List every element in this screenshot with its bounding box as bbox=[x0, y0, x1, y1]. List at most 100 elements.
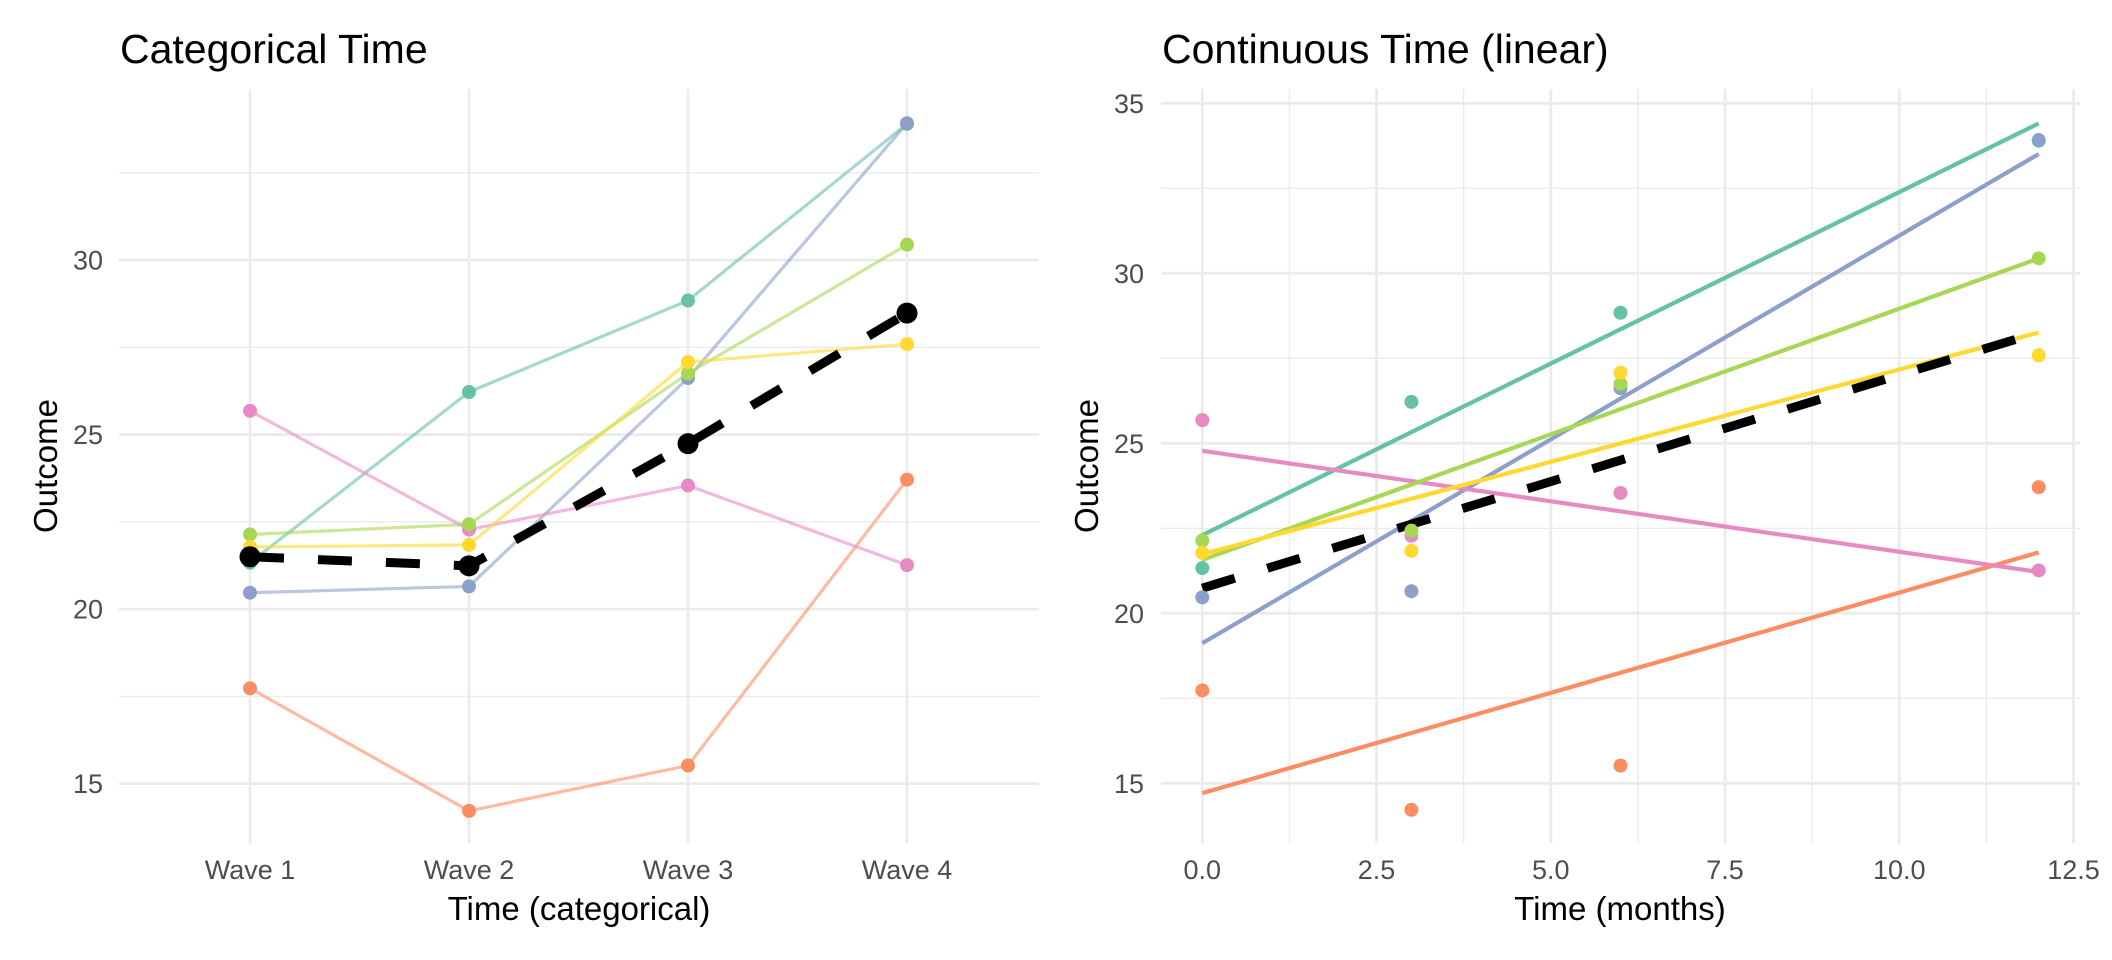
x-tick-label: 12.5 bbox=[2047, 855, 2100, 885]
data-point bbox=[681, 293, 695, 308]
series-line bbox=[249, 243, 908, 537]
series-subject-5 bbox=[243, 237, 914, 542]
y-tick-label: 20 bbox=[1114, 599, 1144, 629]
data-point bbox=[1613, 376, 1628, 391]
data-point bbox=[1613, 305, 1628, 320]
data-point bbox=[1404, 394, 1419, 409]
data-point bbox=[243, 403, 257, 418]
right-x-axis-title: Time (months) bbox=[1514, 890, 1725, 927]
data-point bbox=[681, 366, 695, 381]
data-point bbox=[2031, 563, 2046, 578]
mean-point bbox=[677, 433, 699, 455]
y-tick-label: 25 bbox=[1114, 429, 1144, 459]
series-line bbox=[249, 122, 909, 595]
series-line bbox=[249, 342, 908, 549]
x-tick-label: 5.0 bbox=[1532, 855, 1570, 885]
x-tick-label-wave-2: Wave 2 bbox=[424, 855, 515, 885]
data-point bbox=[1613, 365, 1628, 380]
y-tick-label: 35 bbox=[1114, 89, 1144, 119]
data-point bbox=[900, 472, 914, 487]
points-subject-5 bbox=[1195, 251, 2046, 548]
mean-point bbox=[239, 546, 261, 568]
points-subject-1 bbox=[1195, 133, 2046, 576]
left-y-tick-labels: 15 20 25 30 bbox=[73, 246, 103, 800]
data-point bbox=[681, 478, 695, 493]
x-tick-label: 2.5 bbox=[1358, 855, 1396, 885]
data-point bbox=[681, 758, 695, 773]
data-point bbox=[900, 558, 914, 573]
mean-point bbox=[896, 302, 918, 324]
x-tick-label: 7.5 bbox=[1706, 855, 1744, 885]
data-point bbox=[1195, 590, 1210, 605]
data-point bbox=[1195, 683, 1210, 698]
right-x-tick-labels: 0.0 2.5 5.0 7.5 10.0 12.5 bbox=[1184, 855, 2100, 885]
data-point bbox=[243, 585, 257, 600]
data-point bbox=[2031, 133, 2046, 148]
data-point bbox=[243, 681, 257, 696]
x-tick-label-wave-1: Wave 1 bbox=[205, 855, 296, 885]
left-chart-title: Categorical Time bbox=[120, 26, 428, 72]
data-point bbox=[2031, 480, 2046, 495]
points-subject-2 bbox=[1195, 480, 2046, 817]
data-point bbox=[1613, 485, 1628, 500]
data-point bbox=[1404, 584, 1419, 599]
right-chart-title: Continuous Time (linear) bbox=[1162, 26, 1609, 72]
x-tick-label-wave-3: Wave 3 bbox=[643, 855, 734, 885]
data-point bbox=[1195, 533, 1210, 548]
left-gridlines bbox=[119, 89, 1039, 843]
data-point bbox=[1404, 523, 1419, 538]
data-point bbox=[1404, 543, 1419, 558]
series-line bbox=[249, 478, 909, 813]
y-tick-label: 25 bbox=[73, 420, 103, 450]
data-point bbox=[681, 354, 695, 369]
data-point bbox=[243, 527, 257, 542]
fit-line-subject-5 bbox=[1201, 256, 2040, 562]
right-y-tick-labels: 15 20 25 30 35 bbox=[1114, 89, 1144, 799]
right-points bbox=[1195, 133, 2046, 817]
left-series bbox=[243, 116, 914, 818]
data-point bbox=[462, 384, 476, 399]
points-subject-6 bbox=[1195, 348, 2046, 560]
data-point bbox=[900, 116, 914, 131]
x-tick-label: 10.0 bbox=[1873, 855, 1926, 885]
right-y-axis-title: Outcome bbox=[1068, 399, 1105, 533]
x-tick-label: 0.0 bbox=[1184, 855, 1222, 885]
series-subject-2 bbox=[243, 472, 914, 818]
right-mean-fit bbox=[1200, 328, 2041, 593]
y-tick-label: 30 bbox=[73, 246, 103, 276]
y-tick-label: 15 bbox=[1114, 769, 1144, 799]
fit-line-subject-4 bbox=[1201, 448, 2040, 575]
data-point bbox=[462, 517, 476, 532]
series-line bbox=[249, 122, 909, 564]
data-point bbox=[2031, 251, 2046, 266]
fit-line-subject-6 bbox=[1201, 330, 2040, 557]
fit-line-subject-2 bbox=[1201, 550, 2040, 796]
x-tick-label-wave-4: Wave 4 bbox=[862, 855, 953, 885]
left-y-axis-title: Outcome bbox=[27, 399, 64, 533]
left-x-axis-title: Time (categorical) bbox=[448, 890, 711, 927]
mean-point bbox=[458, 555, 480, 577]
data-point bbox=[1195, 413, 1210, 428]
data-point bbox=[1195, 561, 1210, 576]
data-point bbox=[462, 803, 476, 818]
data-point bbox=[1195, 545, 1210, 560]
left-x-tick-labels: Wave 1 Wave 2 Wave 3 Wave 4 bbox=[205, 855, 953, 885]
data-point bbox=[900, 237, 914, 252]
y-tick-label: 30 bbox=[1114, 259, 1144, 289]
right-fit-lines bbox=[1201, 121, 2040, 796]
data-point bbox=[900, 337, 914, 352]
fit-line-subject-3 bbox=[1201, 152, 2040, 646]
data-point bbox=[1404, 802, 1419, 817]
mean-dashed-line bbox=[249, 309, 910, 571]
data-point bbox=[2031, 348, 2046, 363]
y-tick-label: 20 bbox=[73, 595, 103, 625]
continuous-time-panel: Continuous Time (linear) 15 20 25 30 35 0.0 2… bbox=[1068, 26, 2100, 927]
left-mean-series bbox=[239, 302, 918, 577]
right-gridlines bbox=[1161, 89, 2080, 843]
mean-fit-dashed-line bbox=[1200, 328, 2041, 593]
fit-line-subject-1 bbox=[1201, 121, 2040, 537]
data-point bbox=[462, 579, 476, 594]
series-subject-3 bbox=[243, 116, 914, 600]
